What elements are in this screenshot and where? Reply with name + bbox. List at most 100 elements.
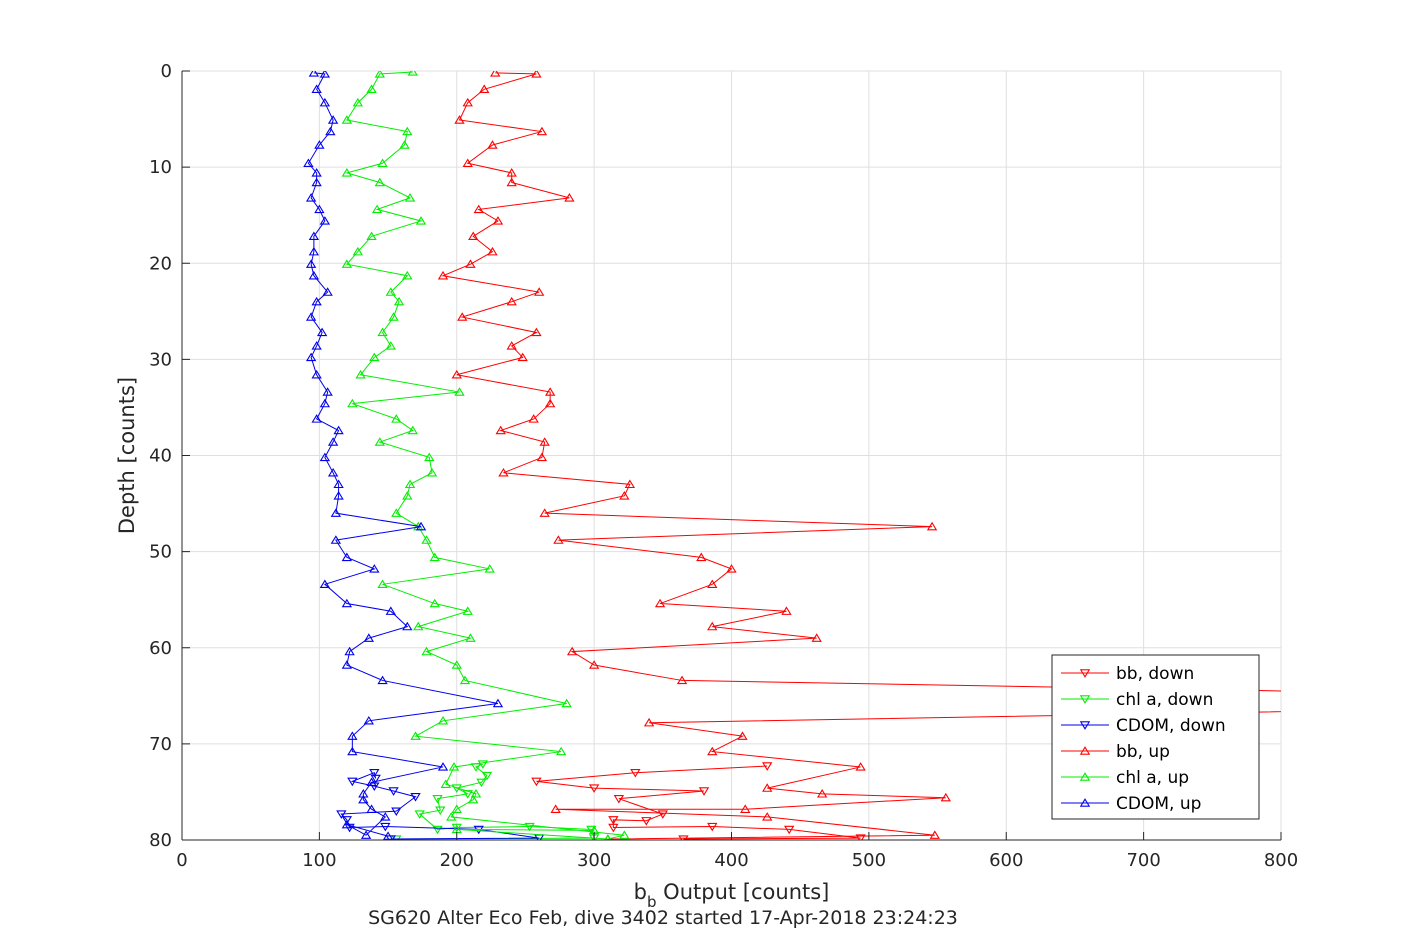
- data-point: [586, 825, 597, 835]
- legend-marker: [1079, 695, 1091, 704]
- data-point: [407, 425, 418, 435]
- data-point: [462, 97, 473, 107]
- data-point: [305, 352, 317, 362]
- data-point: [377, 675, 388, 685]
- legend-marker: [1079, 669, 1091, 678]
- data-point: [926, 521, 938, 531]
- data-point: [325, 126, 336, 136]
- x-tick-label: 100: [302, 850, 336, 871]
- data-point: [940, 792, 951, 802]
- series-4: [341, 71, 630, 840]
- legend-label: bb, up: [1116, 742, 1170, 762]
- data-point: [553, 535, 564, 544]
- legend-marker: [1079, 798, 1091, 807]
- data-point: [369, 564, 380, 573]
- data-point: [641, 817, 652, 826]
- data-point: [308, 246, 320, 256]
- data-point: [676, 675, 688, 685]
- data-point: [333, 479, 344, 489]
- series-5: [303, 71, 504, 840]
- series-layer: [303, 71, 1281, 840]
- data-point: [371, 204, 383, 214]
- data-point: [374, 71, 385, 78]
- data-point: [506, 341, 517, 350]
- legend-label: CDOM, up: [1116, 794, 1201, 814]
- data-point: [314, 140, 325, 149]
- data-point: [369, 769, 380, 778]
- y-tick-label: 10: [149, 157, 172, 178]
- data-point: [385, 287, 396, 296]
- legend-entry: CDOM, down: [1061, 716, 1226, 736]
- data-point: [319, 579, 331, 589]
- data-point: [630, 769, 641, 778]
- x-tick-label: 200: [440, 850, 474, 871]
- data-point: [462, 606, 473, 615]
- data-point: [539, 508, 550, 517]
- data-point: [451, 369, 462, 379]
- data-point: [437, 715, 449, 725]
- data-point: [531, 777, 542, 787]
- data-point: [517, 352, 528, 362]
- data-point: [432, 794, 443, 804]
- legend-entry: bb, down: [1061, 664, 1194, 684]
- legend-label: CDOM, down: [1116, 716, 1226, 736]
- data-point: [762, 783, 773, 792]
- data-point: [619, 830, 630, 839]
- data-point: [454, 387, 465, 396]
- data-point: [404, 479, 416, 489]
- y-tick-label: 20: [149, 253, 172, 274]
- series-line: [344, 71, 625, 840]
- axes: 0 100 200 300 400 500 600 700 800 0 10 20 30 40 50 60 70…: [149, 61, 1298, 871]
- data-point: [440, 779, 451, 788]
- data-point: [311, 341, 322, 350]
- data-point: [707, 621, 718, 631]
- data-point: [762, 762, 773, 771]
- data-point: [781, 606, 792, 615]
- data-point: [380, 822, 391, 832]
- data-point: [487, 140, 498, 149]
- data-point: [319, 216, 331, 225]
- x-tick-label: 400: [714, 850, 748, 871]
- data-point: [929, 830, 940, 839]
- data-point: [468, 794, 479, 804]
- data-point: [465, 259, 476, 268]
- data-point: [415, 521, 427, 531]
- data-point: [495, 425, 506, 435]
- data-point: [619, 491, 630, 500]
- series-3: [437, 71, 1281, 840]
- data-point: [531, 327, 542, 337]
- data-point: [327, 437, 339, 446]
- data-point: [479, 84, 490, 93]
- data-point: [308, 71, 320, 77]
- x-tick-label: 800: [1264, 850, 1298, 871]
- data-point: [524, 822, 535, 832]
- x-tick-label: 500: [852, 850, 886, 871]
- legend-marker: [1079, 721, 1091, 730]
- data-point: [476, 778, 487, 788]
- data-point: [333, 425, 344, 435]
- data-point: [435, 806, 446, 816]
- data-point: [402, 270, 413, 280]
- data-point: [550, 804, 561, 813]
- data-point: [451, 823, 462, 833]
- data-point: [421, 646, 432, 656]
- series-line: [307, 72, 499, 837]
- data-point: [506, 177, 517, 187]
- x-tick-label: 700: [1126, 850, 1160, 871]
- data-point: [402, 491, 413, 500]
- data-point: [707, 579, 718, 589]
- data-point: [490, 71, 501, 77]
- data-point: [437, 270, 449, 280]
- data-point: [487, 246, 498, 256]
- data-point: [407, 71, 418, 76]
- legend-entry: bb, up: [1061, 742, 1170, 762]
- data-point: [305, 193, 317, 202]
- data-point: [347, 398, 358, 408]
- data-point: [366, 804, 377, 813]
- data-point: [311, 168, 322, 177]
- data-point: [451, 804, 462, 813]
- data-point: [555, 746, 567, 756]
- data-point: [536, 126, 548, 136]
- data-point: [462, 158, 473, 167]
- data-point: [473, 204, 484, 214]
